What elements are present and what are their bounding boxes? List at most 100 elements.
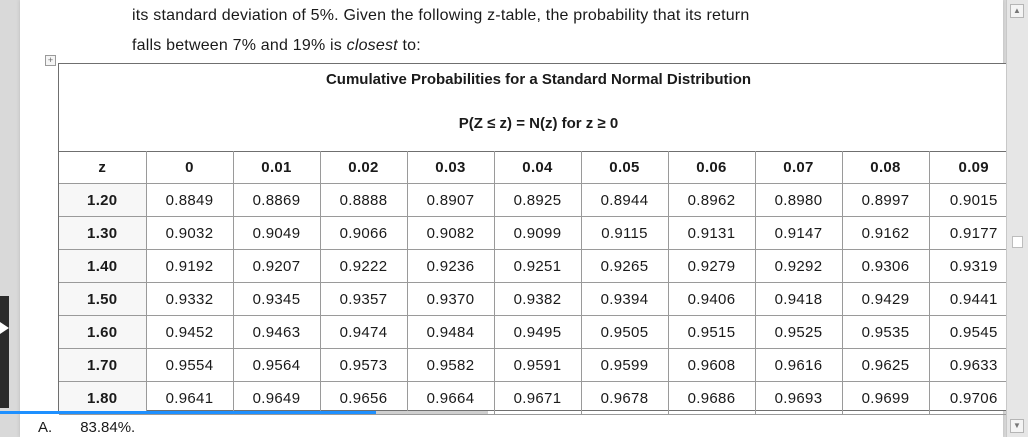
probability-cell: 0.9599 bbox=[580, 348, 669, 382]
table-row: 1.50 0.9332 0.9345 0.9357 0.9370 0.9382 0.9394… bbox=[59, 282, 1018, 316]
probability-cell: 0.9535 bbox=[841, 315, 930, 349]
probability-cell: 0.9032 bbox=[145, 216, 234, 250]
question-line-1: its standard deviation of 5%. Given the … bbox=[132, 7, 750, 24]
vertical-scrollbar[interactable]: ▲ ▼ bbox=[1006, 0, 1028, 437]
probability-cell: 0.9306 bbox=[841, 249, 930, 283]
question-line-2-prefix: falls between 7% and 19% is bbox=[132, 37, 347, 54]
probability-cell: 0.9115 bbox=[580, 216, 669, 250]
chevron-down-icon[interactable]: ▼ bbox=[1010, 419, 1024, 433]
probability-cell: 0.9505 bbox=[580, 315, 669, 349]
probability-cell: 0.9265 bbox=[580, 249, 669, 283]
table-row: 1.30 0.9032 0.9049 0.9066 0.9082 0.9099 0.9115… bbox=[59, 216, 1018, 250]
probability-cell: 0.9686 bbox=[667, 381, 756, 415]
probability-cell: 0.9554 bbox=[145, 348, 234, 382]
probability-cell: 0.9656 bbox=[319, 381, 408, 415]
table-row: 1.60 0.9452 0.9463 0.9474 0.9484 0.9495 0.9505… bbox=[59, 315, 1018, 349]
probability-cell: 0.9591 bbox=[493, 348, 582, 382]
z-value-cell: 1.30 bbox=[59, 216, 147, 250]
probability-cell: 0.9279 bbox=[667, 249, 756, 283]
probability-cell: 0.9515 bbox=[667, 315, 756, 349]
z-value-cell: 1.60 bbox=[59, 315, 147, 349]
probability-cell: 0.9452 bbox=[145, 315, 234, 349]
probability-cell: 0.9706 bbox=[928, 381, 1018, 415]
chevron-up-icon[interactable]: ▲ bbox=[1010, 4, 1024, 18]
play-icon[interactable] bbox=[0, 322, 9, 334]
z-table-header-row: z 0 0.01 0.02 0.03 0.04 0.05 0.06 0.07 0.08 0.09 bbox=[59, 151, 1018, 184]
probability-cell: 0.8869 bbox=[232, 183, 321, 217]
probability-cell: 0.8888 bbox=[319, 183, 408, 217]
probability-cell: 0.8962 bbox=[667, 183, 756, 217]
probability-cell: 0.9545 bbox=[928, 315, 1018, 349]
table-row: 1.80 0.9641 0.9649 0.9656 0.9664 0.9671 0.9678… bbox=[59, 381, 1018, 415]
video-progress-bar[interactable] bbox=[0, 411, 488, 414]
answer-option-a: A. 83.84%. bbox=[38, 419, 135, 436]
probability-cell: 0.9015 bbox=[928, 183, 1018, 217]
probability-cell: 0.9394 bbox=[580, 282, 669, 316]
probability-cell: 0.9162 bbox=[841, 216, 930, 250]
probability-cell: 0.9357 bbox=[319, 282, 408, 316]
z-column-header-2: 0.01 bbox=[232, 151, 321, 184]
probability-cell: 0.9251 bbox=[493, 249, 582, 283]
z-column-header-3: 0.02 bbox=[319, 151, 408, 184]
z-column-header-7: 0.06 bbox=[667, 151, 756, 184]
probability-cell: 0.8907 bbox=[406, 183, 495, 217]
probability-cell: 0.8997 bbox=[841, 183, 930, 217]
z-table-grid: z 0 0.01 0.02 0.03 0.04 0.05 0.06 0.07 0.08 0.09 1.… bbox=[59, 151, 1018, 415]
z-column-header-9: 0.08 bbox=[841, 151, 930, 184]
probability-cell: 0.9292 bbox=[754, 249, 843, 283]
table-move-handle-icon[interactable]: + bbox=[45, 55, 56, 66]
z-table-header: Cumulative Probabilities for a Standard … bbox=[59, 64, 1018, 152]
z-column-header-5: 0.04 bbox=[493, 151, 582, 184]
document-page: its standard deviation of 5%. Given the … bbox=[20, 0, 1019, 437]
probability-cell: 0.9664 bbox=[406, 381, 495, 415]
probability-cell: 0.9319 bbox=[928, 249, 1018, 283]
z-table-subtitle: P(Z ≤ z) = N(z) for z ≥ 0 bbox=[458, 115, 619, 132]
table-row: 1.70 0.9554 0.9564 0.9573 0.9582 0.9591 0.9599… bbox=[59, 348, 1018, 382]
z-value-cell: 1.70 bbox=[59, 348, 147, 382]
z-table-title: Cumulative Probabilities for a Standard … bbox=[325, 71, 752, 88]
z-value-cell: 1.20 bbox=[59, 183, 147, 217]
z-column-header-1: 0 bbox=[145, 151, 234, 184]
probability-cell: 0.9616 bbox=[754, 348, 843, 382]
probability-cell: 0.9370 bbox=[406, 282, 495, 316]
probability-cell: 0.8944 bbox=[580, 183, 669, 217]
probability-cell: 0.8925 bbox=[493, 183, 582, 217]
question-line-2: falls between 7% and 19% is closest to: bbox=[132, 37, 421, 55]
probability-cell: 0.9495 bbox=[493, 315, 582, 349]
probability-cell: 0.9671 bbox=[493, 381, 582, 415]
probability-cell: 0.9693 bbox=[754, 381, 843, 415]
probability-cell: 0.9573 bbox=[319, 348, 408, 382]
z-column-header-6: 0.05 bbox=[580, 151, 669, 184]
probability-cell: 0.9207 bbox=[232, 249, 321, 283]
z-column-header-10: 0.09 bbox=[928, 151, 1018, 184]
probability-cell: 0.9608 bbox=[667, 348, 756, 382]
scroll-thumb[interactable] bbox=[1012, 236, 1023, 248]
probability-cell: 0.9463 bbox=[232, 315, 321, 349]
probability-cell: 0.9049 bbox=[232, 216, 321, 250]
probability-cell: 0.9474 bbox=[319, 315, 408, 349]
probability-cell: 0.9441 bbox=[928, 282, 1018, 316]
video-side-tab[interactable] bbox=[0, 296, 9, 408]
probability-cell: 0.9633 bbox=[928, 348, 1018, 382]
probability-cell: 0.9429 bbox=[841, 282, 930, 316]
probability-cell: 0.9699 bbox=[841, 381, 930, 415]
probability-cell: 0.9406 bbox=[667, 282, 756, 316]
probability-cell: 0.9525 bbox=[754, 315, 843, 349]
probability-cell: 0.8980 bbox=[754, 183, 843, 217]
question-emphasis: closest bbox=[346, 37, 398, 54]
table-row: 1.20 0.8849 0.8869 0.8888 0.8907 0.8925 0.8944… bbox=[59, 183, 1018, 217]
probability-cell: 0.9582 bbox=[406, 348, 495, 382]
z-table: Cumulative Probabilities for a Standard … bbox=[58, 63, 1019, 415]
probability-cell: 0.9192 bbox=[145, 249, 234, 283]
probability-cell: 0.9147 bbox=[754, 216, 843, 250]
z-column-header-4: 0.03 bbox=[406, 151, 495, 184]
video-progress-fill bbox=[0, 411, 376, 414]
probability-cell: 0.9564 bbox=[232, 348, 321, 382]
answer-option-a-text: 83.84%. bbox=[80, 419, 136, 436]
probability-cell: 0.9382 bbox=[493, 282, 582, 316]
probability-cell: 0.9131 bbox=[667, 216, 756, 250]
z-column-header: z bbox=[59, 151, 147, 184]
probability-cell: 0.9345 bbox=[232, 282, 321, 316]
probability-cell: 0.9625 bbox=[841, 348, 930, 382]
probability-cell: 0.9641 bbox=[145, 381, 234, 415]
